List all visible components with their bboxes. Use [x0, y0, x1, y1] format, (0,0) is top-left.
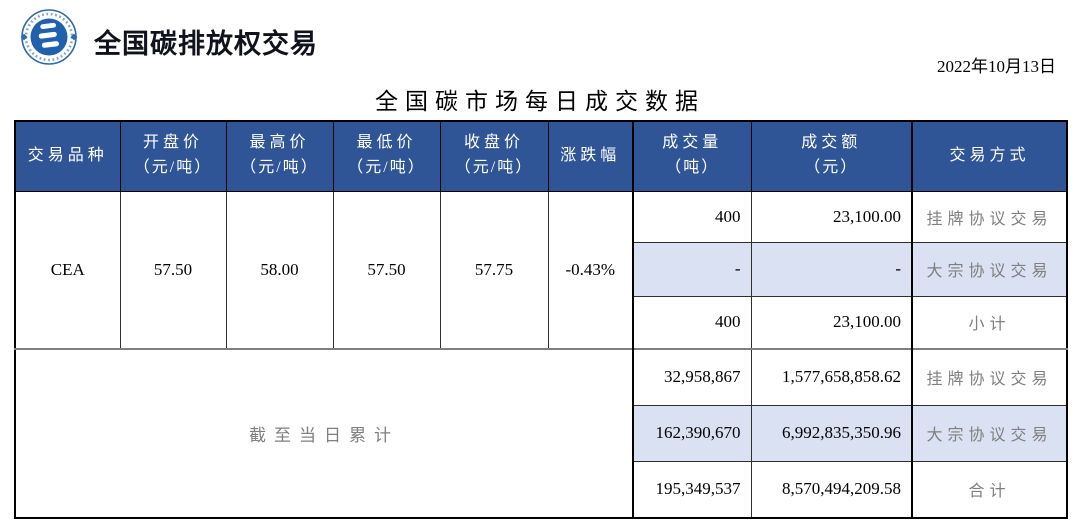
col-header-open: 开盘价 （元/吨） [119, 120, 227, 192]
volume-cell: - [632, 241, 752, 297]
cumulative-row-listed: 截至当日累计 32,958,867 1,577,658,858.62 挂牌协议交… [14, 348, 1068, 519]
col-header-change: 涨跌幅 [547, 120, 634, 192]
amount-cell: 23,100.00 [750, 190, 913, 243]
table-header-row: 交易品种 开盘价 （元/吨） 最高价 （元/吨） 最低价 （元/吨） 收盘价 （元/吨）… [14, 120, 1068, 192]
method-cell: 大宗协议交易 [911, 404, 1068, 462]
high-price-cell: 58.00 [225, 190, 334, 350]
brand-name: 全国碳排放权交易 [94, 29, 318, 59]
method-cell: 小计 [911, 295, 1068, 350]
variety-cell: CEA [14, 190, 121, 350]
cumulative-row-total: 195,349,537 8,570,494,209.58 合计 [15, 460, 1068, 519]
method-cell: 大宗协议交易 [911, 241, 1068, 297]
open-price-cell: 57.50 [119, 190, 227, 350]
amount-cell: 6,992,835,350.96 [750, 404, 913, 462]
daily-trade-table: 交易品种 开盘价 （元/吨） 最高价 （元/吨） 最低价 （元/吨） 收盘价 （元/吨）… [14, 120, 1068, 519]
col-header-variety: 交易品种 [14, 120, 121, 192]
method-cell: 合计 [911, 460, 1068, 519]
report-date: 2022年10月13日 [937, 57, 1056, 76]
carbon-exchange-logo-icon [20, 8, 78, 66]
amount-cell: 23,100.00 [750, 295, 913, 350]
amount-cell: 1,577,658,858.62 [750, 348, 913, 406]
volume-cell: 400 [632, 190, 752, 243]
volume-cell: 400 [632, 295, 752, 350]
cumulative-row-block: 162,390,670 6,992,835,350.96 大宗协议交易 [15, 404, 1068, 462]
method-cell: 挂牌协议交易 [911, 190, 1068, 243]
col-header-amount: 成交额 （元） [750, 120, 913, 192]
cumulative-label-cell: 截至当日累计 [14, 348, 634, 519]
amount-cell: 8,570,494,209.58 [750, 460, 913, 519]
daily-row-block: - - 大宗协议交易 [15, 241, 1068, 297]
volume-cell: 195,349,537 [632, 460, 752, 519]
amount-cell: - [750, 241, 913, 297]
daily-row-subtotal: 400 23,100.00 小计 [15, 295, 1068, 350]
daily-row-listed: CEA 57.50 58.00 57.50 57.75 -0.43% 400 2… [14, 190, 1068, 350]
method-cell: 挂牌协议交易 [911, 348, 1068, 406]
page-title: 全国碳市场每日成交数据 [375, 89, 705, 114]
change-pct-cell: -0.43% [547, 190, 634, 350]
volume-cell: 32,958,867 [632, 348, 752, 406]
col-header-low: 最低价 （元/吨） [332, 120, 441, 192]
volume-cell: 162,390,670 [632, 404, 752, 462]
close-price-cell: 57.75 [439, 190, 549, 350]
low-price-cell: 57.50 [332, 190, 441, 350]
col-header-close: 收盘价 （元/吨） [439, 120, 549, 192]
col-header-high: 最高价 （元/吨） [225, 120, 334, 192]
col-header-method: 交易方式 [911, 120, 1068, 192]
col-header-volume: 成交量 （吨） [632, 120, 752, 192]
